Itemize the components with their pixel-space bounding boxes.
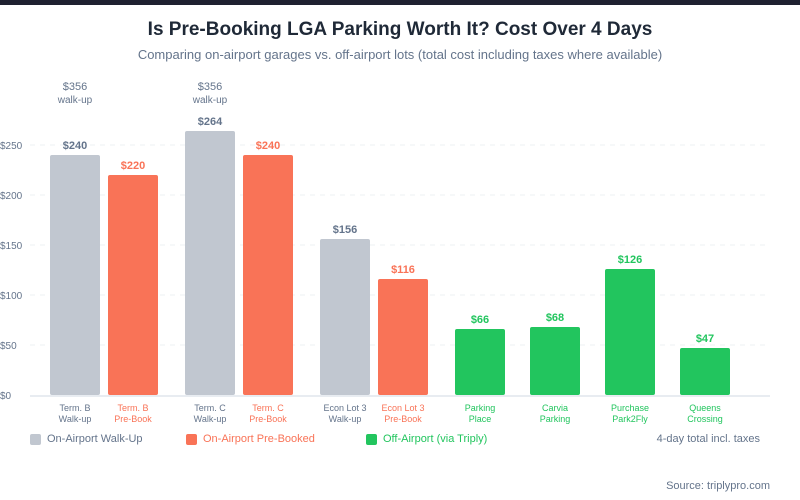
bar-prebook: [378, 279, 428, 395]
value-label: $116: [391, 264, 415, 276]
value-label: $47: [696, 333, 714, 345]
x-tick-label: Crossing: [687, 414, 723, 424]
value-label: $66: [471, 314, 489, 326]
bar-offairport: [530, 327, 580, 395]
annotation-label: walk-up: [192, 95, 228, 106]
x-tick-label: Term. B: [59, 403, 90, 413]
value-label: $68: [546, 312, 564, 324]
x-tick-label: Econ Lot 3: [323, 403, 366, 413]
legend-swatch: [30, 433, 41, 445]
x-tick-label: Pre-Book: [114, 414, 152, 424]
chart-note: 4-day total incl. taxes: [656, 433, 760, 445]
annotation-value: $356: [198, 81, 222, 93]
annotation-label: walk-up: [57, 95, 93, 106]
legend-swatch: [366, 433, 377, 445]
x-tick-label: Econ Lot 3: [381, 403, 424, 413]
chart-subtitle: Comparing on-airport garages vs. off-air…: [137, 47, 663, 62]
y-tick-label: $100: [0, 291, 23, 302]
y-tick-label: $0: [0, 391, 12, 402]
bar-prebook: [243, 155, 293, 395]
y-tick-label: $200: [0, 191, 23, 202]
y-tick-label: $50: [0, 341, 17, 352]
legend-item-offairport: Off-Airport (via Triply): [366, 433, 487, 445]
bar-offairport: [455, 329, 505, 395]
legend-label: On-Airport Pre-Booked: [203, 433, 315, 445]
bar-offairport: [680, 348, 730, 395]
x-tick-label: Carvia: [542, 403, 568, 413]
x-tick-label: Place: [469, 414, 492, 424]
x-tick-label: Parking: [465, 403, 496, 413]
x-tick-label: Walk-up: [194, 414, 227, 424]
legend-label: Off-Airport (via Triply): [383, 433, 488, 445]
x-tick-label: Park2Fly: [612, 414, 648, 424]
value-label: $156: [333, 224, 357, 236]
chart-title: Is Pre-Booking LGA Parking Worth It? Cos…: [147, 19, 653, 40]
x-tick-label: Term. C: [252, 403, 284, 413]
value-label: $240: [63, 140, 87, 152]
legend-label: On-Airport Walk-Up: [47, 433, 143, 445]
value-label: $264: [198, 116, 223, 128]
legend-item-prebook: On-Airport Pre-Booked: [186, 433, 315, 445]
x-tick-label: Queens: [689, 403, 721, 413]
y-tick-label: $150: [0, 241, 23, 252]
bar-offairport: [605, 269, 655, 395]
bar-walkup: [320, 239, 370, 395]
x-tick-label: Walk-up: [59, 414, 92, 424]
bar-walkup: [185, 131, 235, 395]
x-tick-label: Term. B: [117, 403, 148, 413]
bar-prebook: [108, 175, 158, 395]
x-tick-label: Purchase: [611, 403, 649, 413]
x-tick-label: Parking: [540, 414, 571, 424]
y-tick-label: $250: [0, 141, 23, 152]
top-bar: [0, 0, 800, 5]
x-tick-label: Pre-Book: [249, 414, 287, 424]
legend-swatch: [186, 433, 197, 445]
x-tick-label: Pre-Book: [384, 414, 422, 424]
x-tick-label: Walk-up: [329, 414, 362, 424]
x-tick-label: Term. C: [194, 403, 226, 413]
value-label: $220: [121, 160, 145, 172]
value-label: $240: [256, 140, 280, 152]
legend-item-walkup: On-Airport Walk-Up: [30, 433, 143, 445]
legend: On-Airport Walk-Up On-Airport Pre-Booked…: [30, 433, 770, 449]
bar-walkup: [50, 155, 100, 395]
source-credit: Source: triplypro.com: [666, 480, 770, 492]
annotation-value: $356: [63, 81, 87, 93]
value-label: $126: [618, 254, 642, 266]
